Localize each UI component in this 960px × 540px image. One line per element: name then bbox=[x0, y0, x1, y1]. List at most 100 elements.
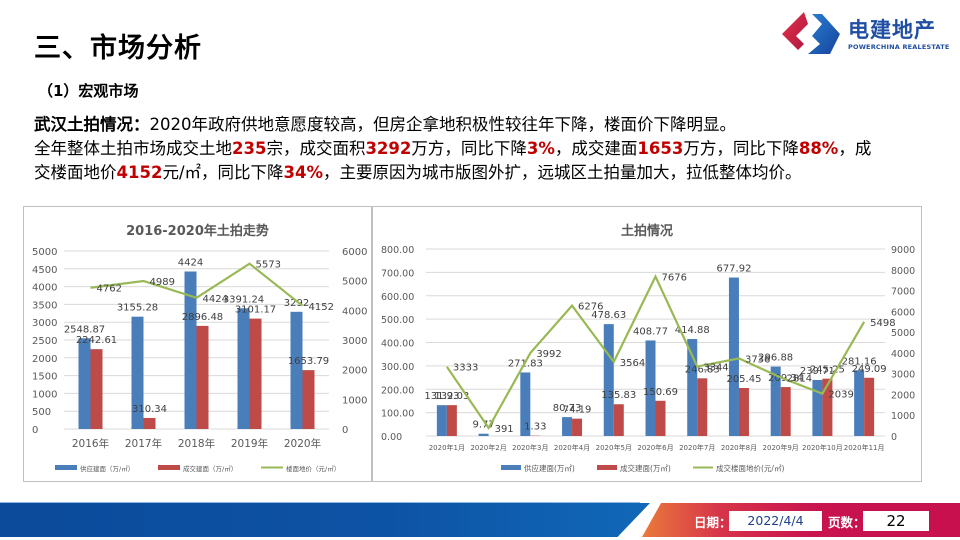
bar bbox=[812, 379, 823, 436]
left-axis-tick: 800.00 bbox=[381, 245, 414, 256]
bar bbox=[603, 324, 614, 436]
chart-plot: 0 500 1000 1500 2000 2500 3000 3500 4000 4500 5000… bbox=[32, 247, 367, 473]
legend-swatch bbox=[501, 465, 521, 470]
highlight-figure: 4152 bbox=[116, 163, 163, 182]
data-label: 2896.48 bbox=[182, 312, 223, 323]
category-label: 2020年10月 bbox=[802, 443, 843, 452]
summary-line-2: 全年整体土拍市场成交土地235宗，成交面积3292万方，同比下降3%，成交建面1… bbox=[34, 137, 934, 161]
right-axis-tick: 9000 bbox=[891, 245, 915, 256]
data-label: 296.88 bbox=[758, 353, 793, 364]
right-axis-tick: 0 bbox=[342, 425, 348, 436]
summary-text: 全年整体土拍市场成交土地 bbox=[34, 139, 232, 158]
data-label: 677.92 bbox=[716, 264, 751, 275]
data-label: 1653.79 bbox=[288, 356, 329, 367]
summary-line1-text: 2020年政府供地意愿度较高，但房企拿地积极性较往年下降，楼面价下降明显。 bbox=[149, 115, 737, 134]
chart-title: 土拍情况 bbox=[620, 224, 673, 239]
summary-line-3: 交楼面地价4152元/㎡，同比下降34%，主要原因为城市版图外扩，远城区土拍量加… bbox=[34, 161, 934, 185]
left-axis-tick: 400.00 bbox=[381, 339, 414, 350]
summary-text: 交楼面地价 bbox=[34, 163, 117, 182]
logo-name-cn: 电建地产 bbox=[848, 18, 936, 42]
data-label: 132.03 bbox=[434, 391, 469, 402]
page-title: 三、市场分析 bbox=[34, 33, 202, 64]
left-axis-tick: 4000 bbox=[32, 283, 57, 294]
line-data-label: 4989 bbox=[150, 277, 175, 288]
bar bbox=[78, 338, 91, 429]
bar bbox=[728, 277, 739, 436]
price-line bbox=[90, 262, 304, 307]
legend-label: 成交楼面地价(元/㎡) bbox=[716, 463, 784, 473]
data-label: 135.83 bbox=[601, 390, 636, 401]
left-axis-tick: 1000 bbox=[32, 389, 57, 400]
footer-page-label: 页数： bbox=[828, 515, 866, 530]
category-label: 2018年 bbox=[178, 437, 215, 450]
bar bbox=[302, 370, 315, 429]
data-label: 3391.24 bbox=[223, 294, 264, 305]
right-axis-tick: 2000 bbox=[342, 366, 367, 377]
left-axis-tick: 600.00 bbox=[381, 292, 414, 303]
company-logo: 电建地产 POWERCHINA REALESTATE bbox=[778, 6, 958, 58]
category-label: 2017年 bbox=[125, 437, 162, 450]
line-data-label: 5498 bbox=[870, 318, 895, 329]
data-label: 2242.61 bbox=[76, 335, 117, 346]
footer-date-label: 日期： bbox=[694, 515, 732, 530]
category-label: 2020年4月 bbox=[554, 443, 590, 452]
highlight-figure: 235 bbox=[232, 139, 267, 158]
left-axis-tick: 4500 bbox=[32, 265, 57, 276]
line-data-label: 7676 bbox=[662, 273, 687, 284]
logo-mark-icon bbox=[782, 12, 840, 54]
category-label: 2020年 bbox=[284, 437, 321, 450]
footer-blue-band bbox=[0, 503, 650, 537]
summary-paragraph: 武汉土拍情况：2020年政府供地意愿度较高，但房企拿地积极性较往年下降，楼面价下… bbox=[34, 113, 934, 185]
price-line bbox=[445, 273, 866, 430]
summary-text: ，主要原因为城市版图外扩，远城区土拍量加大，拉低整体均价。 bbox=[323, 163, 802, 182]
chart-plot: 0.00 100.00 200.00 300.00 400.00 500.00 600.00… bbox=[381, 245, 915, 473]
chart-title: 2016-2020年土拍走势 bbox=[126, 224, 269, 239]
legend-label: 供应建面（万/㎡） bbox=[80, 464, 134, 473]
data-label: 150.69 bbox=[643, 387, 678, 398]
line-data-label: 4762 bbox=[97, 284, 122, 295]
left-axis-tick: 3500 bbox=[32, 300, 57, 311]
left-axis-tick: 0 bbox=[32, 425, 38, 436]
category-label: 2020年6月 bbox=[637, 443, 673, 452]
footer-page-number: 22 bbox=[863, 511, 929, 531]
bar bbox=[645, 340, 656, 436]
data-label: 3155.28 bbox=[117, 303, 158, 314]
data-label: 3292 bbox=[284, 298, 309, 309]
left-axis-tick: 100.00 bbox=[381, 409, 414, 420]
summary-text: 元/㎡，同比下降 bbox=[162, 163, 284, 182]
left-axis-tick: 3000 bbox=[32, 318, 57, 329]
chart-monthly: 土拍情况 0.00 100.00 200.00 300.00 400.00 500.00 6… bbox=[372, 206, 922, 482]
bar bbox=[436, 405, 447, 436]
bar bbox=[143, 417, 156, 429]
left-axis-tick: 1500 bbox=[32, 372, 57, 383]
data-label: 246.83 bbox=[685, 364, 720, 375]
bar bbox=[478, 433, 489, 436]
legend-label: 成交建面（万/㎡） bbox=[183, 464, 237, 473]
left-axis-tick: 300.00 bbox=[381, 362, 414, 373]
category-label: 2020年7月 bbox=[679, 443, 715, 452]
left-axis-tick: 500 bbox=[32, 407, 51, 418]
line-data-label: 4152 bbox=[309, 302, 334, 313]
line-data-label: 5573 bbox=[256, 260, 281, 271]
data-label: 1.33 bbox=[524, 422, 546, 433]
line-data-label: 391 bbox=[495, 424, 514, 435]
logo-name-en: POWERCHINA REALESTATE bbox=[848, 43, 950, 51]
legend-swatch bbox=[597, 465, 617, 470]
highlight-figure: 1653 bbox=[637, 139, 684, 158]
legend-label: 楼面地价（元/㎡） bbox=[286, 464, 340, 473]
highlight-figure: 34% bbox=[283, 163, 324, 182]
right-axis-tick: 4000 bbox=[342, 306, 367, 317]
data-label: 4424 bbox=[178, 258, 203, 269]
right-axis-tick: 6000 bbox=[891, 307, 915, 318]
line-data-label: 3344 bbox=[703, 363, 728, 374]
category-label: 2020年3月 bbox=[512, 443, 548, 452]
right-axis-tick: 6000 bbox=[342, 247, 367, 258]
summary-text: ，成 bbox=[838, 139, 872, 158]
data-label: 131.93 bbox=[424, 391, 459, 402]
right-axis-tick: 8000 bbox=[891, 266, 915, 277]
data-label: 3101.17 bbox=[235, 305, 276, 316]
summary-label: 武汉土拍情况： bbox=[34, 115, 150, 134]
category-label: 2019年 bbox=[231, 437, 268, 450]
bar bbox=[562, 417, 573, 436]
right-axis-tick: 4000 bbox=[891, 349, 915, 360]
